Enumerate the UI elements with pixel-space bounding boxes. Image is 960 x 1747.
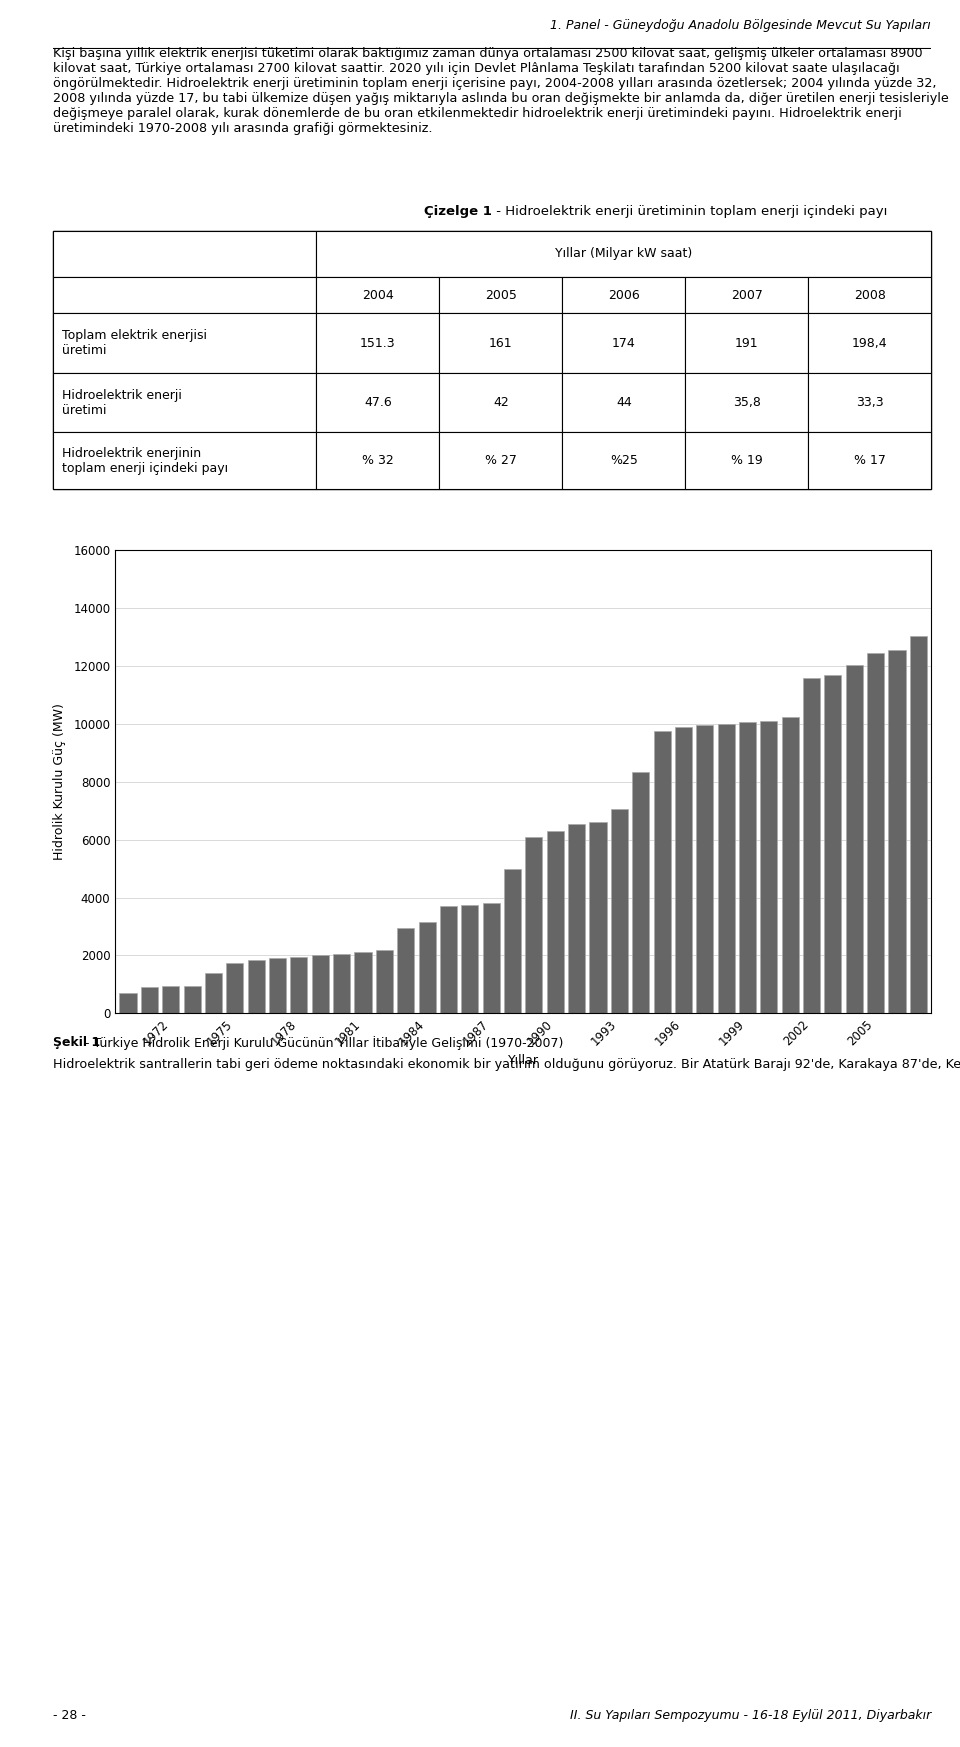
Text: 33,3: 33,3 [856, 397, 883, 409]
Bar [141, 987, 158, 1013]
Bar [825, 674, 842, 1013]
Bar [563, 372, 685, 432]
Bar [803, 678, 820, 1013]
Text: 2006: 2006 [608, 288, 639, 302]
Bar [696, 725, 713, 1013]
Bar [888, 650, 905, 1013]
Text: - 28 -: - 28 - [53, 1709, 85, 1723]
Bar [204, 973, 222, 1013]
Text: % 17: % 17 [853, 454, 886, 466]
Text: Şekil 1: Şekil 1 [53, 1036, 100, 1050]
Bar [53, 372, 317, 432]
Bar [846, 664, 863, 1013]
Bar [440, 372, 563, 432]
Bar [333, 954, 350, 1013]
Bar [53, 313, 317, 372]
Bar [317, 432, 440, 489]
Bar [248, 959, 265, 1013]
Text: % 19: % 19 [731, 454, 762, 466]
Bar [760, 722, 778, 1013]
Bar [546, 832, 564, 1013]
Bar [53, 231, 317, 278]
Text: 1. Panel - Güneydoğu Anadolu Bölgesinde Mevcut Su Yapıları: 1. Panel - Güneydoğu Anadolu Bölgesinde … [550, 19, 931, 31]
Text: Kişi başına yıllık elektrik enerjisi tüketimi olarak baktığımız zaman dünya orta: Kişi başına yıllık elektrik enerjisi tük… [53, 47, 948, 135]
Bar [375, 950, 393, 1013]
Bar [525, 837, 542, 1013]
Bar [183, 985, 201, 1013]
Bar [504, 868, 521, 1013]
Bar [162, 985, 180, 1013]
Bar [685, 432, 808, 489]
Bar [654, 732, 671, 1013]
Bar [717, 723, 734, 1013]
Bar [808, 372, 931, 432]
Text: %25: %25 [610, 454, 637, 466]
Text: 191: 191 [735, 337, 758, 349]
Text: 47.6: 47.6 [364, 397, 392, 409]
Text: Çizelge 1: Çizelge 1 [424, 204, 492, 218]
Bar [419, 922, 436, 1013]
Bar [483, 903, 500, 1013]
Bar [461, 905, 478, 1013]
Bar [440, 278, 563, 313]
Y-axis label: Hidrolik Kurulu Güç (MW): Hidrolik Kurulu Güç (MW) [53, 704, 66, 860]
Bar [269, 959, 286, 1013]
Bar [808, 313, 931, 372]
Bar [312, 956, 329, 1013]
Text: 2004: 2004 [362, 288, 394, 302]
Text: Hidroelektrik enerji
üretimi: Hidroelektrik enerji üretimi [61, 388, 181, 416]
X-axis label: Yıllar: Yıllar [508, 1053, 539, 1067]
Bar [675, 727, 692, 1013]
Text: 174: 174 [612, 337, 636, 349]
Bar [119, 992, 136, 1013]
Bar [632, 772, 649, 1013]
Bar [317, 372, 440, 432]
Bar [739, 723, 756, 1013]
Bar [563, 432, 685, 489]
Text: Toplam elektrik enerjisi
üretimi: Toplam elektrik enerjisi üretimi [61, 328, 206, 356]
Bar [317, 278, 440, 313]
Text: 35,8: 35,8 [732, 397, 760, 409]
Bar [589, 823, 607, 1013]
Bar [440, 432, 563, 489]
Text: 151.3: 151.3 [360, 337, 396, 349]
Text: Hidroelektrik santrallerin tabi geri ödeme noktasındaki ekonomik bir yatırım old: Hidroelektrik santrallerin tabi geri öde… [53, 1057, 960, 1071]
Bar [781, 716, 799, 1013]
Bar [685, 372, 808, 432]
Bar [611, 809, 628, 1013]
Text: 2005: 2005 [485, 288, 516, 302]
Bar [685, 313, 808, 372]
Text: Yıllar (Milyar kW saat): Yıllar (Milyar kW saat) [555, 248, 692, 260]
Text: % 32: % 32 [362, 454, 394, 466]
Text: 42: 42 [492, 397, 509, 409]
Bar [227, 963, 244, 1013]
Text: % 27: % 27 [485, 454, 516, 466]
Bar [317, 313, 440, 372]
Text: - Hidroelektrik enerji üretiminin toplam enerji içindeki payı: - Hidroelektrik enerji üretiminin toplam… [492, 204, 887, 218]
Bar [440, 907, 457, 1013]
Bar [910, 636, 927, 1013]
Bar [440, 313, 563, 372]
Text: 2008: 2008 [853, 288, 886, 302]
Bar [290, 957, 307, 1013]
Bar [685, 278, 808, 313]
Bar [354, 952, 372, 1013]
Text: Hidroelektrik enerjinin
toplam enerji içindeki payı: Hidroelektrik enerjinin toplam enerji iç… [61, 447, 228, 475]
Text: 2007: 2007 [731, 288, 762, 302]
Bar [808, 278, 931, 313]
Text: II. Su Yapıları Sempozyumu - 16-18 Eylül 2011, Diyarbakır: II. Su Yapıları Sempozyumu - 16-18 Eylül… [570, 1709, 931, 1723]
Bar [867, 653, 884, 1013]
Bar [568, 825, 586, 1013]
Bar [563, 313, 685, 372]
Bar [53, 278, 317, 313]
Text: 198,4: 198,4 [852, 337, 888, 349]
Bar [397, 928, 415, 1013]
Bar [808, 432, 931, 489]
Bar [563, 278, 685, 313]
Bar [317, 231, 931, 278]
Text: 44: 44 [616, 397, 632, 409]
Text: 161: 161 [489, 337, 513, 349]
Text: - Türkiye Hidrolik Enerji Kurulu Gücünün Yıllar İtibariyle Gelişimi (1970-2007): - Türkiye Hidrolik Enerji Kurulu Gücünün… [53, 1036, 564, 1050]
Bar [53, 432, 317, 489]
